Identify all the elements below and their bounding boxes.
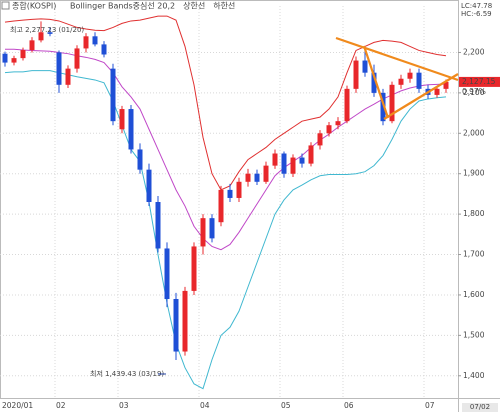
- legend-title: 종합(KOSPI): [12, 2, 56, 11]
- price-label: 2,127.15: [462, 77, 496, 86]
- candle-body: [335, 121, 341, 126]
- band-line: [4, 70, 447, 390]
- candle-body: [11, 58, 17, 63]
- candle-body: [416, 72, 422, 89]
- grid: [0, 6, 458, 398]
- candle-body: [218, 189, 224, 223]
- candle-body: [191, 246, 197, 291]
- candle-body: [173, 298, 179, 352]
- candle-body: [371, 72, 377, 93]
- candle-body: [380, 92, 386, 122]
- candle-body: [317, 133, 323, 146]
- candle-body: [101, 44, 107, 55]
- candle-body: [164, 248, 170, 299]
- candle-body: [200, 218, 206, 247]
- candle-body: [299, 157, 305, 164]
- candle-body: [227, 189, 233, 198]
- candle-body: [236, 181, 242, 198]
- candles: [2, 21, 449, 361]
- y-tick-label: 1,500: [463, 330, 485, 339]
- legend: Bollinger Bands중심선 20,2 상한선 하한선: [70, 1, 235, 11]
- x-tick-label: 03: [119, 401, 129, 410]
- x-tick-label: 06: [344, 401, 354, 410]
- trend-line: [362, 45, 390, 119]
- candle-body: [92, 36, 98, 45]
- y-tick-label: 1,700: [463, 250, 485, 259]
- candle-body: [389, 84, 395, 122]
- candle-body: [56, 52, 62, 85]
- candle-body: [2, 53, 8, 63]
- y-tick-label: 1,400: [463, 371, 485, 380]
- candle-body: [110, 68, 116, 122]
- annotation: 최고 2,277.23 (01/20): [10, 25, 84, 34]
- x-tick-label: 05: [281, 401, 291, 410]
- candle-body: [281, 153, 287, 174]
- candle-body: [443, 81, 449, 89]
- candle-body: [137, 149, 143, 170]
- band-line: [4, 15, 447, 191]
- x-tick-label: 04: [200, 401, 210, 410]
- candle-body: [209, 218, 215, 239]
- legend-entry: 상한선: [183, 1, 205, 11]
- legend-entry: 하한선: [213, 1, 235, 11]
- trend-line: [335, 36, 459, 82]
- candle-body: [182, 290, 188, 352]
- candle-body: [83, 36, 89, 49]
- candle-body: [155, 202, 161, 249]
- candle-body: [65, 68, 71, 85]
- y-tick-label: 2,000: [463, 128, 485, 137]
- band-line: [5, 48, 447, 251]
- candle-body: [245, 173, 251, 182]
- trend-line: [383, 73, 459, 120]
- bands: [4, 15, 447, 390]
- indicator-value: HC:-6.59: [461, 10, 492, 18]
- candle-body: [353, 60, 359, 89]
- indicator-value: LC:47.78: [461, 2, 492, 10]
- y-tick-label: 1,800: [463, 209, 485, 218]
- y-tick-label: 1,600: [463, 290, 485, 299]
- candle-body: [29, 40, 35, 51]
- candle-body: [272, 153, 278, 166]
- change-label: 0.97%: [462, 87, 486, 96]
- candle-body: [254, 173, 260, 182]
- candle-body: [119, 109, 125, 130]
- y-tick-label: 2,200: [463, 47, 485, 56]
- triangle-pattern: [335, 36, 459, 120]
- x-tick-label: 02: [56, 401, 66, 410]
- y-tick-label: 2,100: [463, 88, 485, 97]
- legend-entry: Bollinger Bands중심선 20,2: [70, 1, 175, 11]
- candle-body: [38, 32, 44, 41]
- candle-body: [407, 72, 413, 79]
- candle-body: [434, 88, 440, 95]
- annotation: 최저 1,439.43 (03/19): [90, 369, 164, 378]
- candle-body: [362, 60, 368, 73]
- candle-body: [20, 50, 26, 59]
- price-box: [459, 76, 500, 87]
- candle-body: [398, 78, 404, 85]
- candle-body: [263, 165, 269, 182]
- candle-body: [74, 48, 80, 69]
- y-tick-label: 1,900: [463, 169, 485, 178]
- candle-body: [326, 125, 332, 134]
- x-tick-label: 07: [425, 401, 435, 410]
- date-box: [462, 403, 498, 412]
- checkbox[interactable]: [1, 1, 10, 10]
- candle-body: [290, 157, 296, 174]
- candle-body: [128, 109, 134, 150]
- candle-body: [146, 169, 152, 202]
- end-date: 07/02: [470, 403, 490, 411]
- candle-body: [344, 88, 350, 122]
- candle-body: [308, 145, 314, 164]
- x-tick-label: 2020/01: [2, 401, 33, 410]
- candle-body: [47, 32, 53, 34]
